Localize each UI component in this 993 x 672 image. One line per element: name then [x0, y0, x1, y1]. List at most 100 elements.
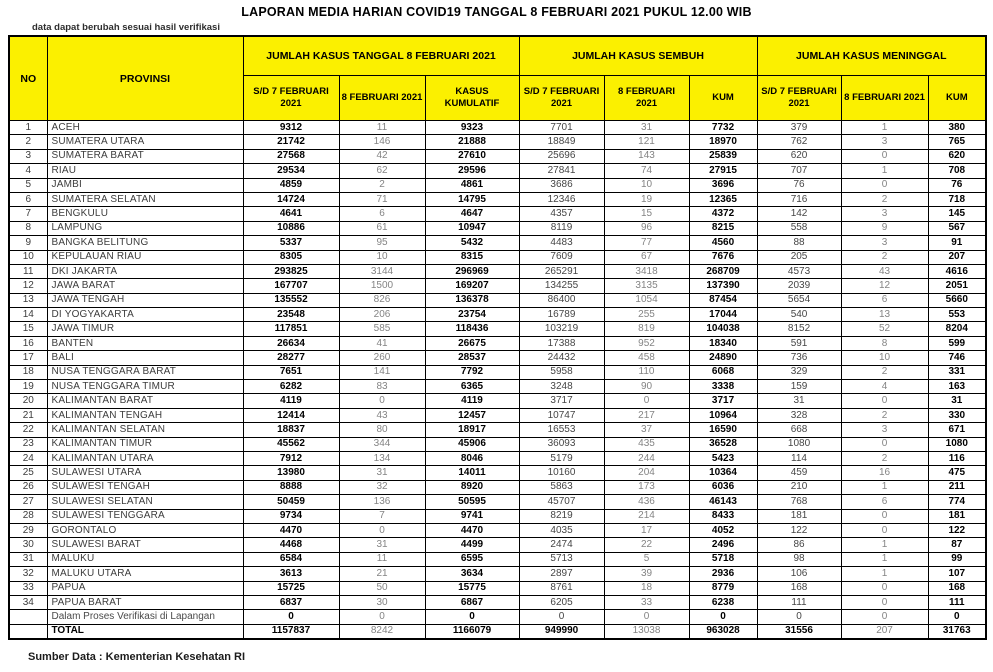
sembuh-kum-cell: 3696 [688, 177, 758, 193]
province-name-cell: RIAU [46, 163, 244, 179]
col-header-sembuh-kum: KUM [688, 75, 758, 121]
sembuh-kum-cell: 10964 [688, 407, 758, 424]
meninggal-sd7feb-cell: 0 [756, 609, 842, 625]
meninggal-kum-cell: 111 [927, 594, 987, 611]
kasus-8feb-cell: 3144 [338, 263, 426, 280]
sembuh-kum-cell: 8779 [688, 580, 758, 596]
meninggal-8feb-cell: 0 [840, 522, 929, 539]
meninggal-8feb-cell: 0 [840, 508, 929, 524]
meninggal-8feb-cell: 2 [840, 364, 929, 381]
province-row: 25 SULAWESI UTARA 13980 31 14011 10160 204 1036… [8, 465, 987, 481]
meninggal-sd7feb-cell: 111 [756, 594, 842, 611]
province-name-cell: KALIMANTAN UTARA [46, 450, 244, 467]
province-name-cell: SULAWESI UTARA [46, 465, 244, 481]
province-name-cell: KALIMANTAN TIMUR [46, 436, 244, 452]
meninggal-kum-cell: 99 [927, 551, 987, 568]
meninggal-sd7feb-cell: 88 [756, 235, 842, 251]
row-number-cell: 18 [8, 364, 48, 381]
kasus-8feb-cell: 6 [338, 206, 426, 222]
row-number-cell: 7 [8, 206, 48, 222]
kasus-sd7feb-cell: 1157837 [242, 623, 340, 640]
kasus-8feb-cell: 585 [338, 321, 426, 337]
province-name-cell: KALIMANTAN SELATAN [46, 422, 244, 438]
extra-row: Dalam Proses Verifikasi di Lapangan 0 0 0 0 0… [8, 609, 987, 625]
meninggal-8feb-cell: 10 [840, 350, 929, 366]
meninggal-sd7feb-cell: 668 [756, 422, 842, 438]
row-number-cell [8, 609, 48, 625]
meninggal-8feb-cell: 1 [840, 163, 929, 179]
kasus-8feb-cell: 50 [338, 580, 426, 596]
province-name-cell: KALIMANTAN TENGAH [46, 407, 244, 424]
province-name-cell: DI YOGYAKARTA [46, 307, 244, 323]
kasus-kumulatif-cell: 169207 [424, 278, 520, 294]
meninggal-8feb-cell: 0 [840, 594, 929, 611]
meninggal-8feb-cell: 4 [840, 379, 929, 395]
kasus-sd7feb-cell: 13980 [242, 465, 340, 481]
sembuh-sd7feb-cell: 25696 [518, 148, 605, 165]
kasus-8feb-cell: 32 [338, 479, 426, 496]
meninggal-8feb-cell: 12 [840, 278, 929, 294]
row-number-cell: 26 [8, 479, 48, 496]
row-number-cell: 16 [8, 335, 48, 352]
meninggal-8feb-cell: 1 [840, 537, 929, 553]
col-header-sembuh-sd7feb: S/D 7 FEBRUARI 2021 [518, 75, 605, 121]
province-name-cell: SULAWESI BARAT [46, 537, 244, 553]
province-row: 21 KALIMANTAN TENGAH 12414 43 12457 10747 217 1… [8, 407, 987, 424]
kasus-8feb-cell: 141 [338, 364, 426, 381]
row-number-cell: 34 [8, 594, 48, 611]
sembuh-kum-cell: 3338 [688, 379, 758, 395]
sembuh-kum-cell: 17044 [688, 307, 758, 323]
sembuh-kum-cell: 18340 [688, 335, 758, 352]
kasus-8feb-cell: 826 [338, 292, 426, 309]
sembuh-kum-cell: 3717 [688, 393, 758, 409]
kasus-kumulatif-cell: 9323 [424, 119, 520, 136]
kasus-8feb-cell: 43 [338, 407, 426, 424]
province-name-cell: LAMPUNG [46, 220, 244, 237]
meninggal-8feb-cell: 0 [840, 436, 929, 452]
sembuh-sd7feb-cell: 5958 [518, 364, 605, 381]
sembuh-8feb-cell: 17 [603, 522, 690, 539]
meninggal-kum-cell: 87 [927, 537, 987, 553]
kasus-kumulatif-cell: 1166079 [424, 623, 520, 640]
kasus-sd7feb-cell: 293825 [242, 263, 340, 280]
meninggal-kum-cell: 553 [927, 307, 987, 323]
row-number-cell: 31 [8, 551, 48, 568]
sembuh-sd7feb-cell: 4357 [518, 206, 605, 222]
kasus-8feb-cell: 41 [338, 335, 426, 352]
meninggal-kum-cell: 620 [927, 148, 987, 165]
kasus-8feb-cell: 42 [338, 148, 426, 165]
sembuh-kum-cell: 36528 [688, 436, 758, 452]
row-number-cell: 21 [8, 407, 48, 424]
meninggal-8feb-cell: 3 [840, 134, 929, 150]
sembuh-sd7feb-cell: 10747 [518, 407, 605, 424]
meninggal-sd7feb-cell: 98 [756, 551, 842, 568]
meninggal-8feb-cell: 52 [840, 321, 929, 337]
col-header-kasus-sd7feb: S/D 7 FEBRUARI 2021 [242, 75, 340, 121]
row-number-cell: 12 [8, 278, 48, 294]
kasus-sd7feb-cell: 4859 [242, 177, 340, 193]
row-number-cell: 1 [8, 119, 48, 136]
meninggal-8feb-cell: 2 [840, 191, 929, 208]
kasus-kumulatif-cell: 15775 [424, 580, 520, 596]
kasus-kumulatif-cell: 118436 [424, 321, 520, 337]
kasus-kumulatif-cell: 3634 [424, 566, 520, 582]
kasus-8feb-cell: 134 [338, 450, 426, 467]
meninggal-8feb-cell: 3 [840, 235, 929, 251]
sembuh-8feb-cell: 37 [603, 422, 690, 438]
kasus-kumulatif-cell: 4861 [424, 177, 520, 193]
province-name-cell: JAWA TENGAH [46, 292, 244, 309]
sembuh-sd7feb-cell: 949990 [518, 623, 605, 640]
kasus-8feb-cell: 95 [338, 235, 426, 251]
sembuh-sd7feb-cell: 3248 [518, 379, 605, 395]
province-row: 24 KALIMANTAN UTARA 7912 134 8046 5179 244 5423… [8, 450, 987, 467]
meninggal-8feb-cell: 1 [840, 479, 929, 496]
province-name-cell: NUSA TENGGARA TIMUR [46, 379, 244, 395]
meninggal-kum-cell: 380 [927, 119, 987, 136]
province-name-cell: DKI JAKARTA [46, 263, 244, 280]
province-name-cell: JAMBI [46, 177, 244, 193]
sembuh-8feb-cell: 244 [603, 450, 690, 467]
kasus-kumulatif-cell: 14795 [424, 191, 520, 208]
col-header-no: NO [8, 35, 48, 121]
meninggal-8feb-cell: 16 [840, 465, 929, 481]
